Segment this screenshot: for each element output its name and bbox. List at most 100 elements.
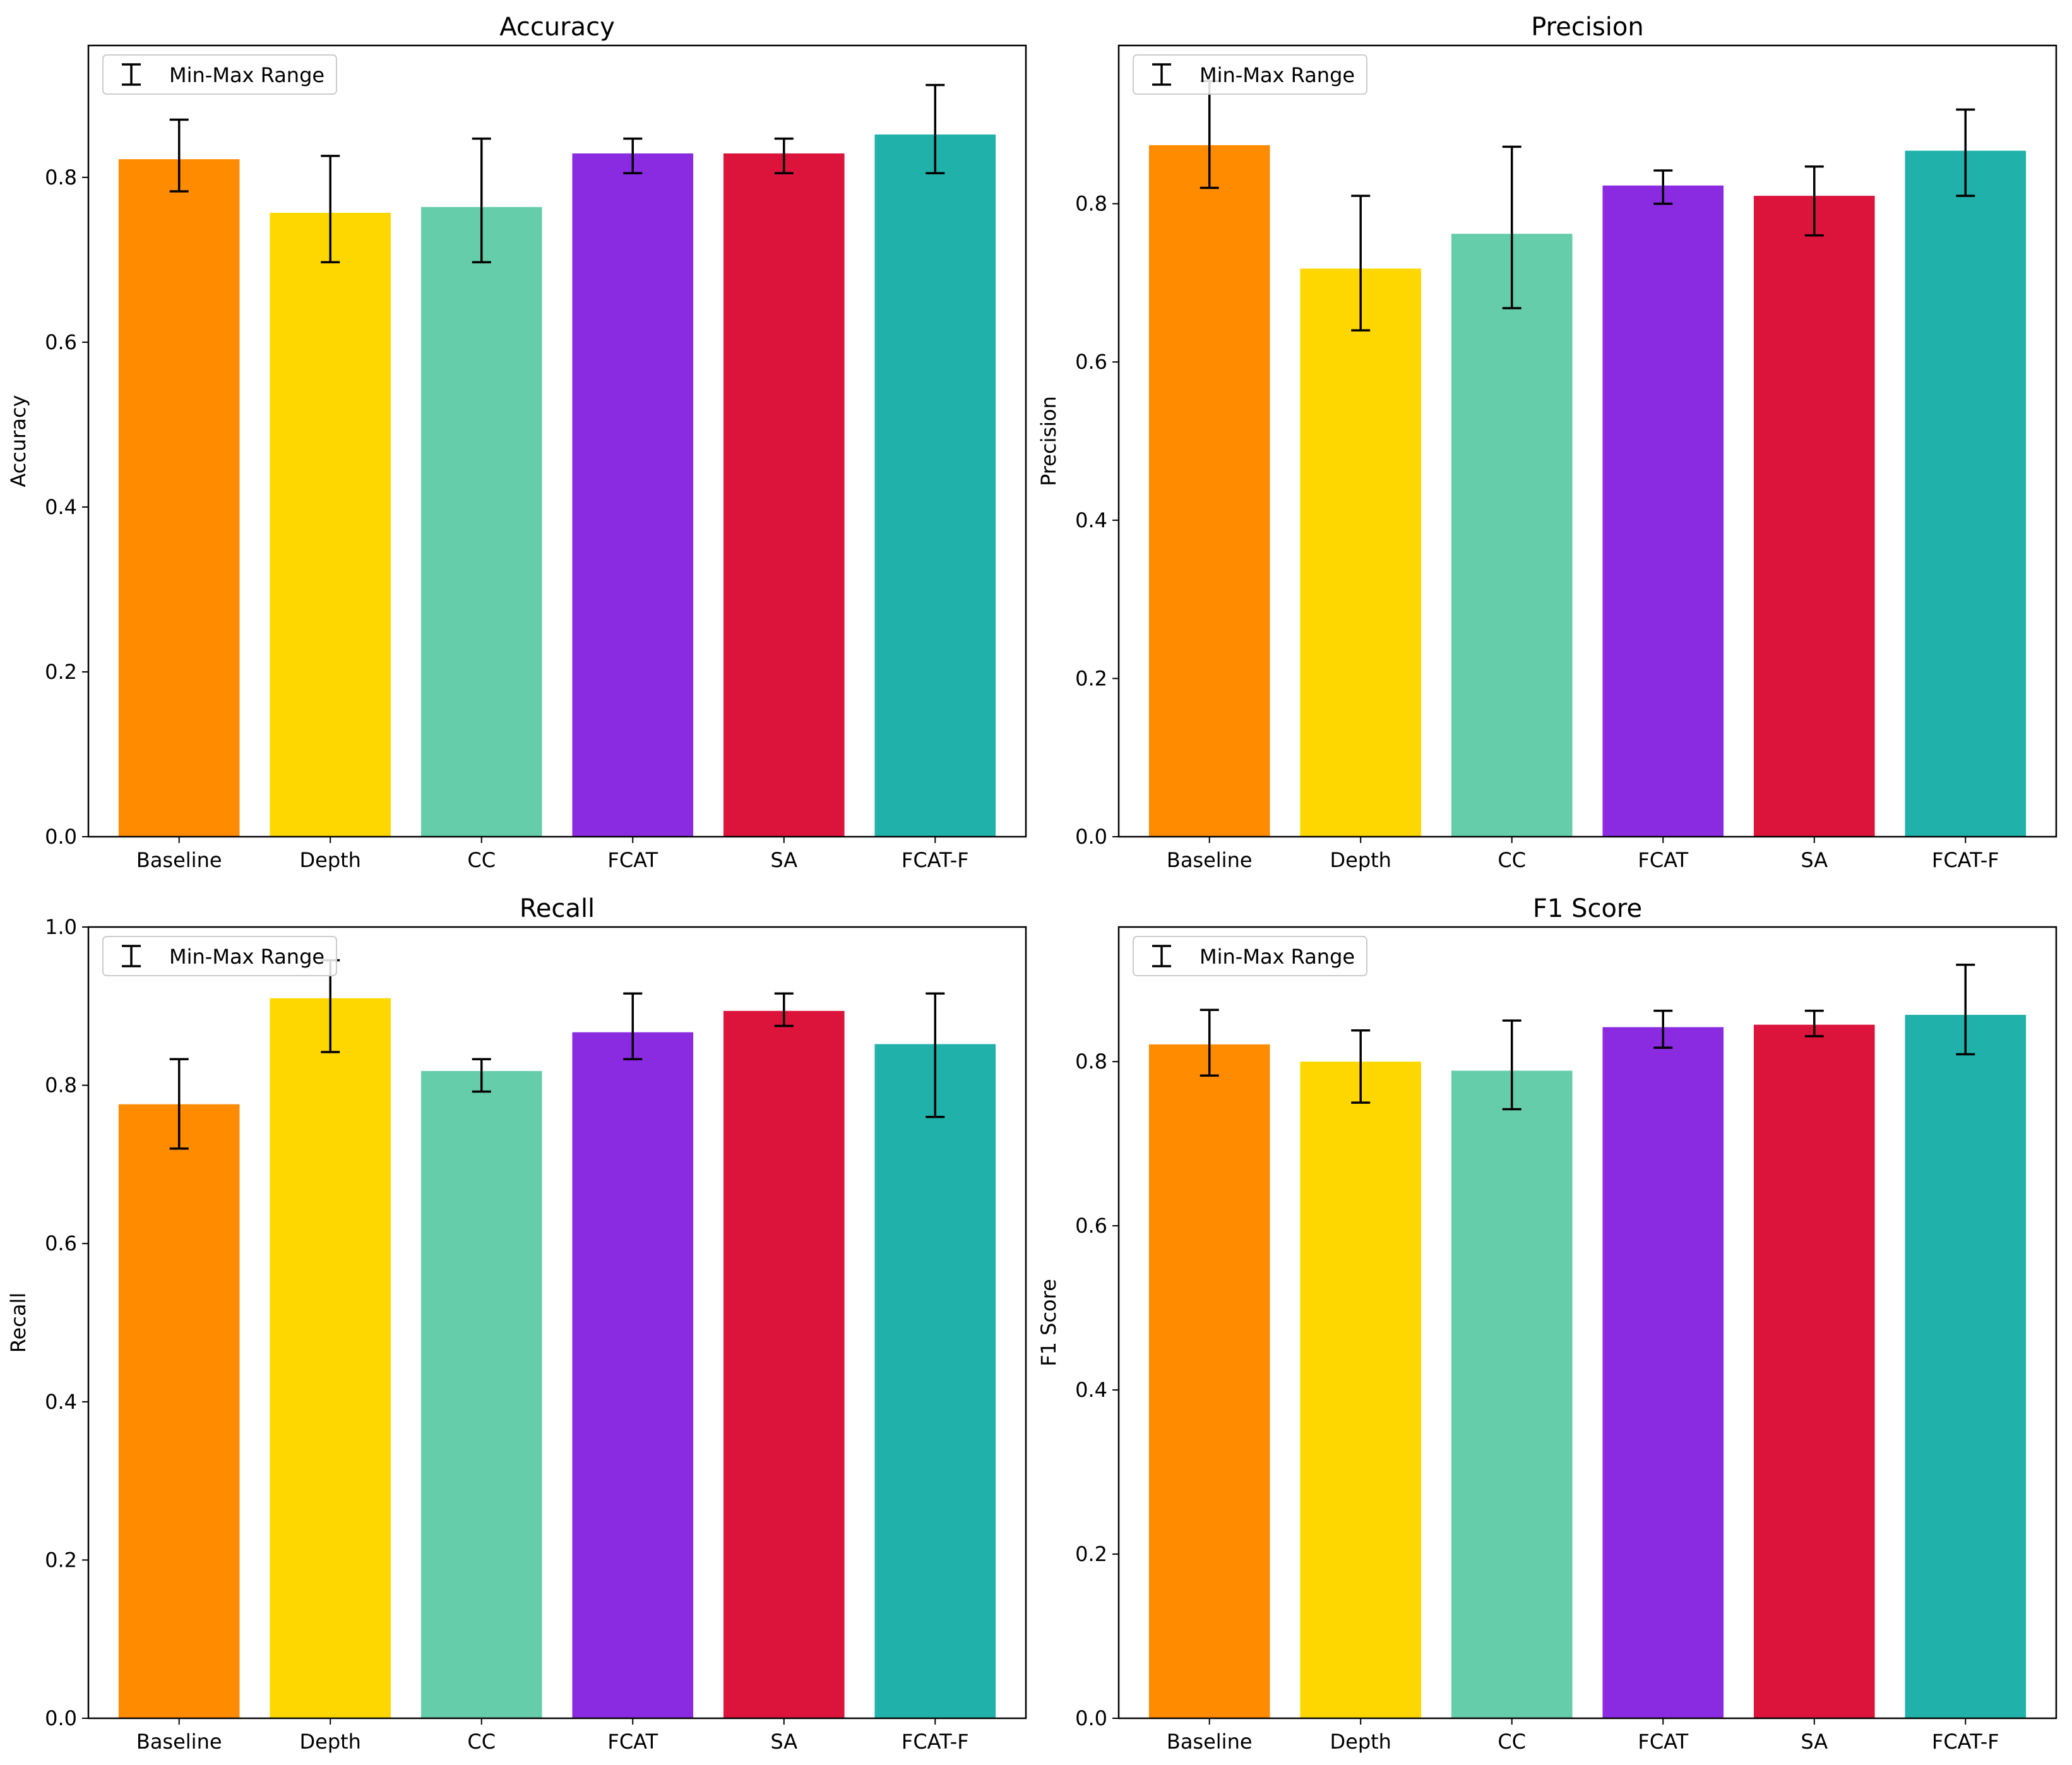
legend-label: Min-Max Range: [169, 63, 324, 87]
chart-title: Precision: [1531, 13, 1643, 42]
bar-baseline: [1148, 145, 1270, 837]
x-tick-label: Baseline: [136, 848, 222, 872]
y-tick-label: 0.0: [1075, 1706, 1107, 1730]
x-tick-label: SA: [1801, 1730, 1828, 1754]
legend-box: [102, 936, 337, 976]
errorbar-depth: [321, 155, 340, 264]
subplot-3: 0.0 0.2 0.4 0.6 0.8 Baseline Depth CC FCAT SA FCAT…: [1037, 894, 2057, 1754]
errorbar-fcat: [623, 992, 643, 1061]
x-tick-label: Depth: [1330, 848, 1391, 872]
bar-fcat-f: [874, 1044, 996, 1718]
bar-fcat-f: [1905, 150, 2027, 837]
bar-depth: [270, 998, 391, 1718]
chart-title: Accuracy: [499, 13, 615, 42]
axes-frame: [87, 44, 1027, 838]
x-tick-label: CC: [1497, 848, 1526, 872]
x-tick-label: FCAT: [1638, 848, 1688, 872]
bar-fcat: [572, 1032, 694, 1718]
subplot-0: 0.0 0.2 0.4 0.6 0.8 Baseline Depth CC FCAT SA FCAT…: [6, 13, 1027, 872]
errorbar-baseline: [169, 1058, 189, 1150]
errorbar-sa: [1804, 1009, 1824, 1038]
bar-baseline: [118, 159, 240, 837]
legend: Min-Max Range: [102, 54, 337, 95]
axes-frame: [1117, 926, 2057, 1720]
legend-box: [1133, 936, 1367, 976]
errorbar-baseline: [169, 118, 189, 193]
x-tick-label: CC: [1497, 1730, 1526, 1754]
y-tick-label: 0.4: [45, 495, 77, 519]
y-tick-label: 0.8: [1075, 1050, 1107, 1074]
errorbar-cc: [472, 1058, 491, 1093]
bar-sa: [1753, 1024, 1875, 1718]
x-tick-label: CC: [467, 1730, 496, 1754]
errorbar-cc: [1502, 145, 1521, 309]
errorbar-depth: [1351, 1029, 1371, 1104]
errorbar-sa: [1804, 165, 1824, 237]
legend: Min-Max Range: [1133, 54, 1367, 95]
y-tick-label: 0.8: [1075, 192, 1107, 216]
legend-label: Min-Max Range: [169, 945, 324, 969]
errorbar-depth: [1351, 194, 1371, 332]
x-tick-label: Baseline: [1167, 848, 1253, 872]
y-tick-label: 0.0: [45, 1706, 77, 1730]
bar-cc: [1451, 1070, 1573, 1718]
x-tick-label: FCAT-F: [902, 1730, 969, 1754]
bar-cc: [1451, 234, 1573, 837]
y-tick-label: 0.2: [45, 660, 77, 684]
x-tick-label: Baseline: [136, 1730, 222, 1754]
x-tick-label: Depth: [1330, 1730, 1391, 1754]
x-tick-label: Depth: [299, 848, 360, 872]
y-tick-label: 0.6: [45, 330, 77, 354]
bar-sa: [723, 1010, 845, 1718]
x-tick-label: SA: [1801, 848, 1828, 872]
y-tick-label: 0.4: [45, 1390, 77, 1414]
legend-label: Min-Max Range: [1200, 945, 1355, 969]
y-tick-label: 0.2: [1075, 1542, 1107, 1566]
errorbar-fcat-f: [1956, 108, 1975, 197]
y-tick-label: 0.0: [45, 825, 77, 849]
x-tick-label: Baseline: [1167, 1730, 1253, 1754]
errorbar-baseline: [1200, 1008, 1219, 1077]
bar-depth: [270, 212, 391, 837]
errorbar-sa: [774, 137, 794, 175]
errorbar-cc: [1502, 1019, 1521, 1111]
y-axis-label: Recall: [6, 1293, 30, 1353]
bar-sa: [1753, 196, 1875, 837]
legend-box: [1133, 54, 1367, 95]
legend-label: Min-Max Range: [1200, 63, 1355, 87]
chart-title: Recall: [520, 894, 595, 923]
errorbar-cc: [472, 137, 491, 264]
chart-title: F1 Score: [1533, 894, 1642, 923]
bar-baseline: [118, 1104, 240, 1718]
bar-cc: [420, 1071, 542, 1718]
y-tick-label: 0.2: [1075, 666, 1107, 690]
errorbar-fcat-f: [1956, 964, 1975, 1056]
y-tick-label: 0.8: [45, 165, 77, 189]
x-tick-label: SA: [770, 1730, 797, 1754]
legend: Min-Max Range: [102, 936, 337, 976]
errorbar-fcat: [1653, 169, 1673, 205]
x-tick-label: FCAT: [607, 1730, 658, 1754]
y-tick-label: 1.0: [45, 915, 77, 939]
bar-depth: [1300, 268, 1422, 837]
bar-cc: [420, 206, 542, 837]
bar-sa: [723, 153, 845, 837]
y-tick-label: 0.8: [45, 1074, 77, 1098]
x-tick-label: FCAT-F: [1932, 848, 1999, 872]
x-tick-label: CC: [467, 848, 496, 872]
errorbar-fcat: [623, 137, 643, 175]
x-tick-label: FCAT-F: [902, 848, 969, 872]
errorbar-sa: [774, 992, 794, 1027]
errorbar-fcat: [1653, 1009, 1673, 1049]
subplot-1: 0.0 0.2 0.4 0.6 0.8 Baseline Depth CC FCAT SA FCAT…: [1037, 13, 2057, 872]
y-tick-label: 0.4: [1075, 508, 1107, 532]
errorbar-fcat-f: [926, 83, 945, 175]
y-tick-label: 0.0: [1075, 825, 1107, 849]
bar-fcat-f: [874, 134, 996, 837]
x-tick-label: SA: [770, 848, 797, 872]
x-tick-label: FCAT-F: [1932, 1730, 1999, 1754]
bar-fcat: [572, 153, 694, 837]
legend-box: [102, 54, 337, 95]
bar-fcat: [1602, 185, 1724, 837]
axes-frame: [1117, 44, 2057, 838]
